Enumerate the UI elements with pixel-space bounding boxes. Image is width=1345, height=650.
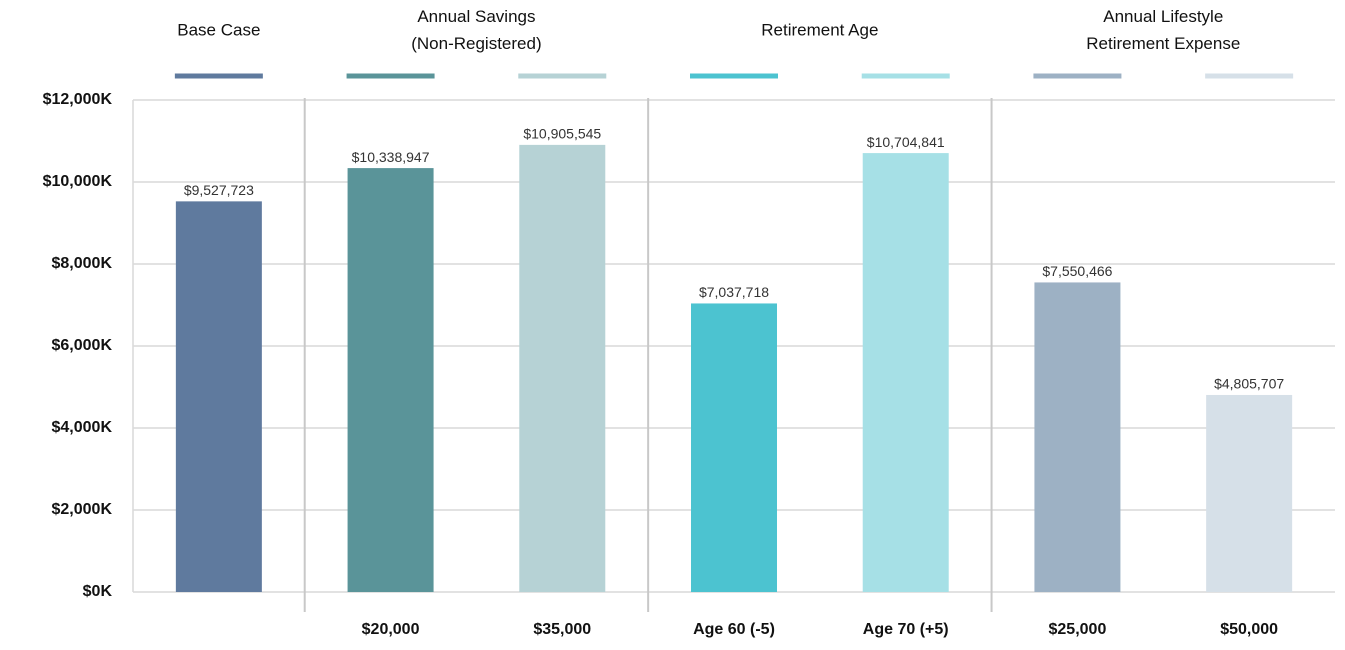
- y-tick-label: $2,000K: [52, 501, 113, 518]
- y-tick-label: $6,000K: [52, 337, 113, 354]
- group-title: Retirement Age: [761, 20, 878, 39]
- y-tick-label: $12,000K: [43, 91, 113, 108]
- value-label: $4,805,707: [1214, 376, 1284, 392]
- group-title: Annual Lifestyle: [1103, 7, 1223, 26]
- x-tick-label: $20,000: [362, 621, 420, 638]
- bar: [1206, 394, 1293, 592]
- x-tick-label: Age 60 (-5): [693, 621, 775, 638]
- bar: [691, 303, 777, 592]
- bar: [347, 168, 434, 592]
- value-label: $7,550,466: [1042, 263, 1112, 279]
- bar: [862, 153, 949, 593]
- value-label: $7,037,718: [699, 284, 769, 300]
- bar: [1034, 282, 1121, 592]
- value-label: $9,527,723: [184, 182, 254, 198]
- y-tick-label: $4,000K: [52, 419, 113, 436]
- x-tick-label: $25,000: [1049, 621, 1107, 638]
- x-tick-label: Age 70 (+5): [863, 621, 949, 638]
- group-title: Base Case: [177, 20, 260, 39]
- bar: [175, 201, 262, 593]
- value-label: $10,905,545: [523, 126, 601, 142]
- x-tick-label: $35,000: [533, 621, 591, 638]
- group-title: (Non-Registered): [411, 34, 541, 53]
- x-tick-label: $50,000: [1220, 621, 1278, 638]
- y-tick-label: $8,000K: [52, 255, 113, 272]
- value-label: $10,704,841: [867, 134, 945, 150]
- group-title: Annual Savings: [417, 7, 535, 26]
- group-title: Retirement Expense: [1086, 34, 1240, 53]
- value-label: $10,338,947: [352, 149, 430, 165]
- y-tick-label: $0K: [83, 583, 113, 600]
- y-tick-label: $10,000K: [43, 173, 113, 190]
- bar: [519, 144, 606, 592]
